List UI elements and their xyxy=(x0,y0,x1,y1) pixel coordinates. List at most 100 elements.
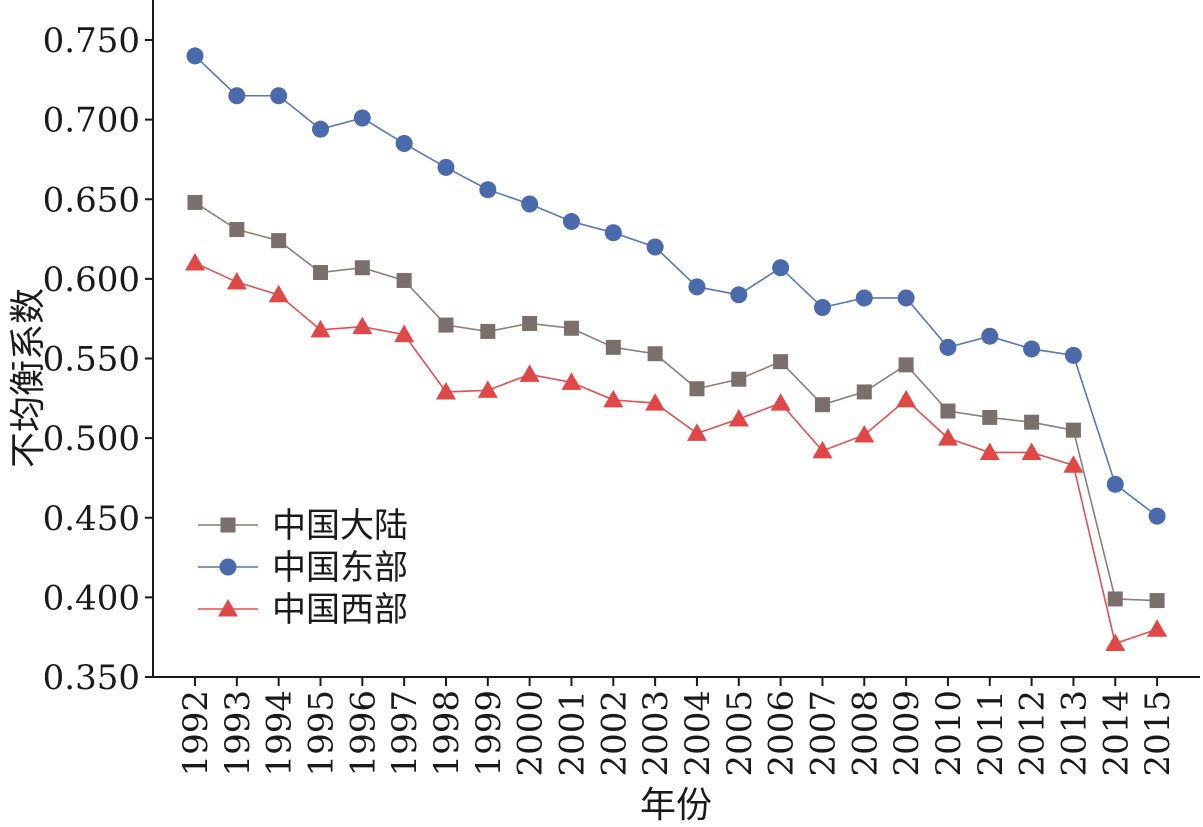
series-circle xyxy=(186,47,1166,525)
data-point xyxy=(856,384,872,400)
data-point xyxy=(770,393,791,411)
data-point xyxy=(1024,414,1040,430)
data-point xyxy=(226,272,247,290)
x-tick-label: 2014 xyxy=(1096,690,1136,777)
data-point xyxy=(437,158,455,176)
legend-item: 中国东部 xyxy=(198,548,408,588)
x-tick-label: 2005 xyxy=(720,690,760,777)
data-point xyxy=(353,109,371,127)
legend-label: 中国东部 xyxy=(272,548,408,588)
x-tick-label: 1997 xyxy=(385,690,425,777)
data-point xyxy=(479,181,497,199)
data-point xyxy=(604,224,622,242)
data-point xyxy=(812,440,833,459)
data-point xyxy=(814,397,830,413)
data-point xyxy=(1107,591,1123,607)
x-tick-label: 2011 xyxy=(971,690,1011,777)
data-point xyxy=(647,346,663,362)
data-point xyxy=(937,428,958,446)
data-point xyxy=(312,265,328,281)
data-point xyxy=(605,339,621,355)
data-point xyxy=(982,409,998,425)
legend-label: 中国西部 xyxy=(272,590,408,630)
data-point xyxy=(1106,475,1124,493)
series-line xyxy=(194,262,1158,645)
data-point xyxy=(562,213,580,231)
data-point xyxy=(896,389,917,408)
x-tick-label: 2008 xyxy=(845,690,885,777)
data-point xyxy=(438,317,454,333)
data-point xyxy=(185,252,205,271)
legend-marker xyxy=(220,517,236,533)
series-line xyxy=(194,55,1158,517)
data-point xyxy=(854,424,875,443)
data-point xyxy=(688,278,706,296)
data-point xyxy=(519,364,540,382)
x-tick-label: 1998 xyxy=(427,690,467,777)
data-point xyxy=(271,233,287,249)
x-tick-label: 2000 xyxy=(511,690,551,777)
series-layer xyxy=(185,47,1168,652)
data-point xyxy=(354,260,370,276)
y-tick-label: 0.600 xyxy=(43,260,140,300)
data-point xyxy=(1063,455,1084,473)
data-point xyxy=(646,238,664,256)
y-tick-label: 0.400 xyxy=(43,578,140,618)
data-point xyxy=(940,403,956,419)
x-tick-label: 2006 xyxy=(762,690,802,777)
data-point xyxy=(187,194,203,210)
y-tick-label: 0.450 xyxy=(43,499,140,539)
x-tick-label: 1996 xyxy=(343,690,383,777)
data-point xyxy=(228,87,246,105)
data-point xyxy=(477,380,498,398)
data-point xyxy=(480,323,496,339)
legend-marker xyxy=(218,599,238,617)
x-tick-label: 2002 xyxy=(594,690,634,777)
data-point xyxy=(268,284,289,303)
data-point xyxy=(603,389,624,408)
data-point xyxy=(352,316,373,335)
x-tick-label: 2015 xyxy=(1138,690,1178,777)
data-point xyxy=(939,338,957,356)
data-point xyxy=(731,371,747,387)
data-point xyxy=(186,47,204,65)
data-point xyxy=(689,381,705,397)
x-tick-label: 2012 xyxy=(1013,690,1053,777)
data-point xyxy=(898,357,914,373)
y-tick-label: 0.500 xyxy=(43,419,140,459)
data-point xyxy=(1023,340,1041,358)
data-point xyxy=(395,135,413,153)
data-point xyxy=(563,320,579,336)
data-point xyxy=(813,299,831,317)
y-tick-label: 0.650 xyxy=(43,180,140,220)
data-point xyxy=(435,381,456,400)
data-point xyxy=(310,319,331,338)
data-point xyxy=(772,259,790,277)
data-point xyxy=(521,195,539,213)
x-tick-label: 2010 xyxy=(929,690,969,777)
data-point xyxy=(979,442,1000,460)
data-point xyxy=(396,272,412,288)
legend-label: 中国大陆 xyxy=(272,506,408,546)
series-triangle xyxy=(185,252,1168,652)
x-tick-label: 2013 xyxy=(1054,690,1094,777)
data-point xyxy=(728,409,749,427)
x-axis-title: 年份 xyxy=(640,785,712,826)
x-tick-label: 1992 xyxy=(176,690,216,777)
data-point xyxy=(897,289,915,307)
y-tick-label: 0.750 xyxy=(43,21,140,61)
data-point xyxy=(522,315,538,331)
y-axis-title: 不均衡系数 xyxy=(8,288,49,468)
x-ticks: 1992 1993 1994 1995 1996 1997 1998 1999 2000 2001… xyxy=(176,677,1178,777)
x-tick-label: 1993 xyxy=(218,690,258,777)
series-square xyxy=(187,194,1165,609)
x-tick-label: 1999 xyxy=(469,690,509,777)
axes xyxy=(152,0,1200,678)
y-ticks: 0.350 0.400 0.450 0.500 0.550 0.600 0.650 0.700… xyxy=(43,21,153,698)
data-point xyxy=(1065,422,1081,438)
data-point xyxy=(645,393,666,411)
data-point xyxy=(1148,507,1166,525)
data-point xyxy=(1147,619,1168,637)
y-tick-label: 0.350 xyxy=(43,658,140,698)
